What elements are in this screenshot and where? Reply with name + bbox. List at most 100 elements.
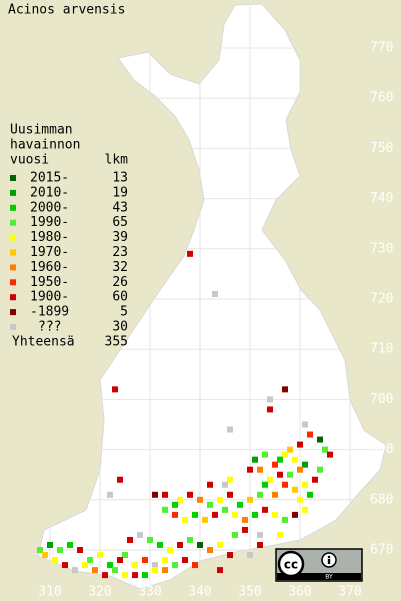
observation-square [267, 396, 273, 403]
y-tick-label: 770 [370, 41, 393, 56]
observation-square [282, 481, 288, 488]
observation-square [192, 562, 198, 569]
observation-square [302, 461, 308, 468]
observation-square [262, 451, 268, 458]
y-tick-label: 670 [370, 543, 393, 558]
observation-square [92, 567, 98, 574]
legend-label: ??? [38, 320, 61, 335]
observation-square [172, 511, 178, 518]
y-tick-label: 750 [370, 141, 393, 156]
observation-square [177, 541, 183, 548]
observation-square [172, 562, 178, 569]
observation-square [152, 562, 158, 569]
observation-square [277, 471, 283, 478]
observation-square [87, 557, 93, 564]
cc-text: cc [284, 558, 298, 572]
observation-square [102, 572, 108, 579]
legend-count: 60 [112, 290, 128, 305]
observation-square [207, 501, 213, 508]
observation-square [162, 506, 168, 513]
observation-square [77, 547, 83, 553]
legend-count: 23 [112, 245, 128, 260]
observation-square [297, 441, 303, 448]
observation-square [232, 511, 238, 518]
observation-square [272, 461, 278, 468]
observation-square [37, 547, 43, 553]
observation-square [107, 562, 113, 569]
observation-square [107, 491, 113, 498]
legend-label: 1980- [30, 230, 69, 245]
observation-square [292, 486, 298, 493]
observation-square [307, 431, 313, 438]
observation-square [72, 567, 78, 574]
legend-label: 1960- [30, 260, 69, 275]
observation-square [277, 456, 283, 463]
legend-label: 2015- [30, 171, 69, 186]
legend-swatch [10, 264, 16, 271]
y-tick-label: 760 [370, 91, 393, 106]
observation-square [227, 426, 233, 433]
x-tick-label: 330 [138, 585, 161, 600]
observation-square [207, 481, 213, 488]
observation-square [172, 501, 178, 508]
observation-square [137, 531, 143, 538]
observation-square [162, 567, 168, 574]
observation-square [287, 471, 293, 478]
license-badge: cc BY [275, 548, 363, 582]
badge-strip [277, 573, 361, 580]
observation-square [67, 541, 73, 548]
legend-count: 5 [120, 305, 128, 320]
legend-header: vuosi [10, 153, 49, 168]
legend-label: -1899 [30, 305, 69, 320]
observation-square [257, 466, 263, 473]
observation-square [122, 552, 128, 559]
x-tick-label: 320 [88, 585, 111, 600]
legend-label: 1900- [30, 290, 69, 305]
observation-square [177, 496, 183, 503]
observation-square [182, 516, 188, 523]
observation-square [252, 511, 258, 518]
observation-square [197, 496, 203, 503]
observation-square [282, 386, 288, 393]
observation-square [217, 567, 223, 574]
observation-square [47, 541, 53, 548]
observation-square [212, 290, 218, 297]
observation-square [127, 536, 133, 543]
observation-square [292, 456, 298, 463]
observation-square [257, 531, 263, 538]
legend-count: 65 [112, 215, 128, 230]
observation-square [282, 451, 288, 458]
y-tick-label: 690 [370, 442, 393, 457]
legend-count: 32 [112, 260, 128, 275]
legend-label: 2000- [30, 200, 69, 215]
observation-square [222, 481, 228, 488]
observation-square [257, 491, 263, 498]
observation-square [237, 501, 243, 508]
observation-square [257, 541, 263, 548]
observation-square [142, 557, 148, 564]
observation-square [152, 491, 158, 498]
legend-count: 39 [112, 230, 128, 245]
observation-square [282, 516, 288, 523]
ticks: 310 320 330 340 350 360 370 670 680 690 700 710 720 7… [38, 41, 393, 600]
legend-label: 2010- [30, 185, 69, 200]
cc-circle [277, 550, 305, 578]
legend-count: 30 [112, 320, 128, 335]
x-tick-label: 310 [38, 585, 61, 600]
observation-square [152, 567, 158, 574]
by-icon-head [327, 555, 331, 559]
x-tick-label: 340 [188, 585, 211, 600]
observation-square [192, 511, 198, 518]
legend-count: 26 [112, 275, 128, 290]
observation-square [247, 552, 253, 559]
legend-label: 1950- [30, 275, 69, 290]
observation-square [272, 491, 278, 498]
observation-square [62, 562, 68, 569]
observation-square [272, 511, 278, 518]
observation-square [262, 481, 268, 488]
observation-square [247, 496, 253, 503]
legend-swatch [10, 324, 16, 330]
observation-square [322, 446, 328, 453]
observation-square [187, 536, 193, 543]
